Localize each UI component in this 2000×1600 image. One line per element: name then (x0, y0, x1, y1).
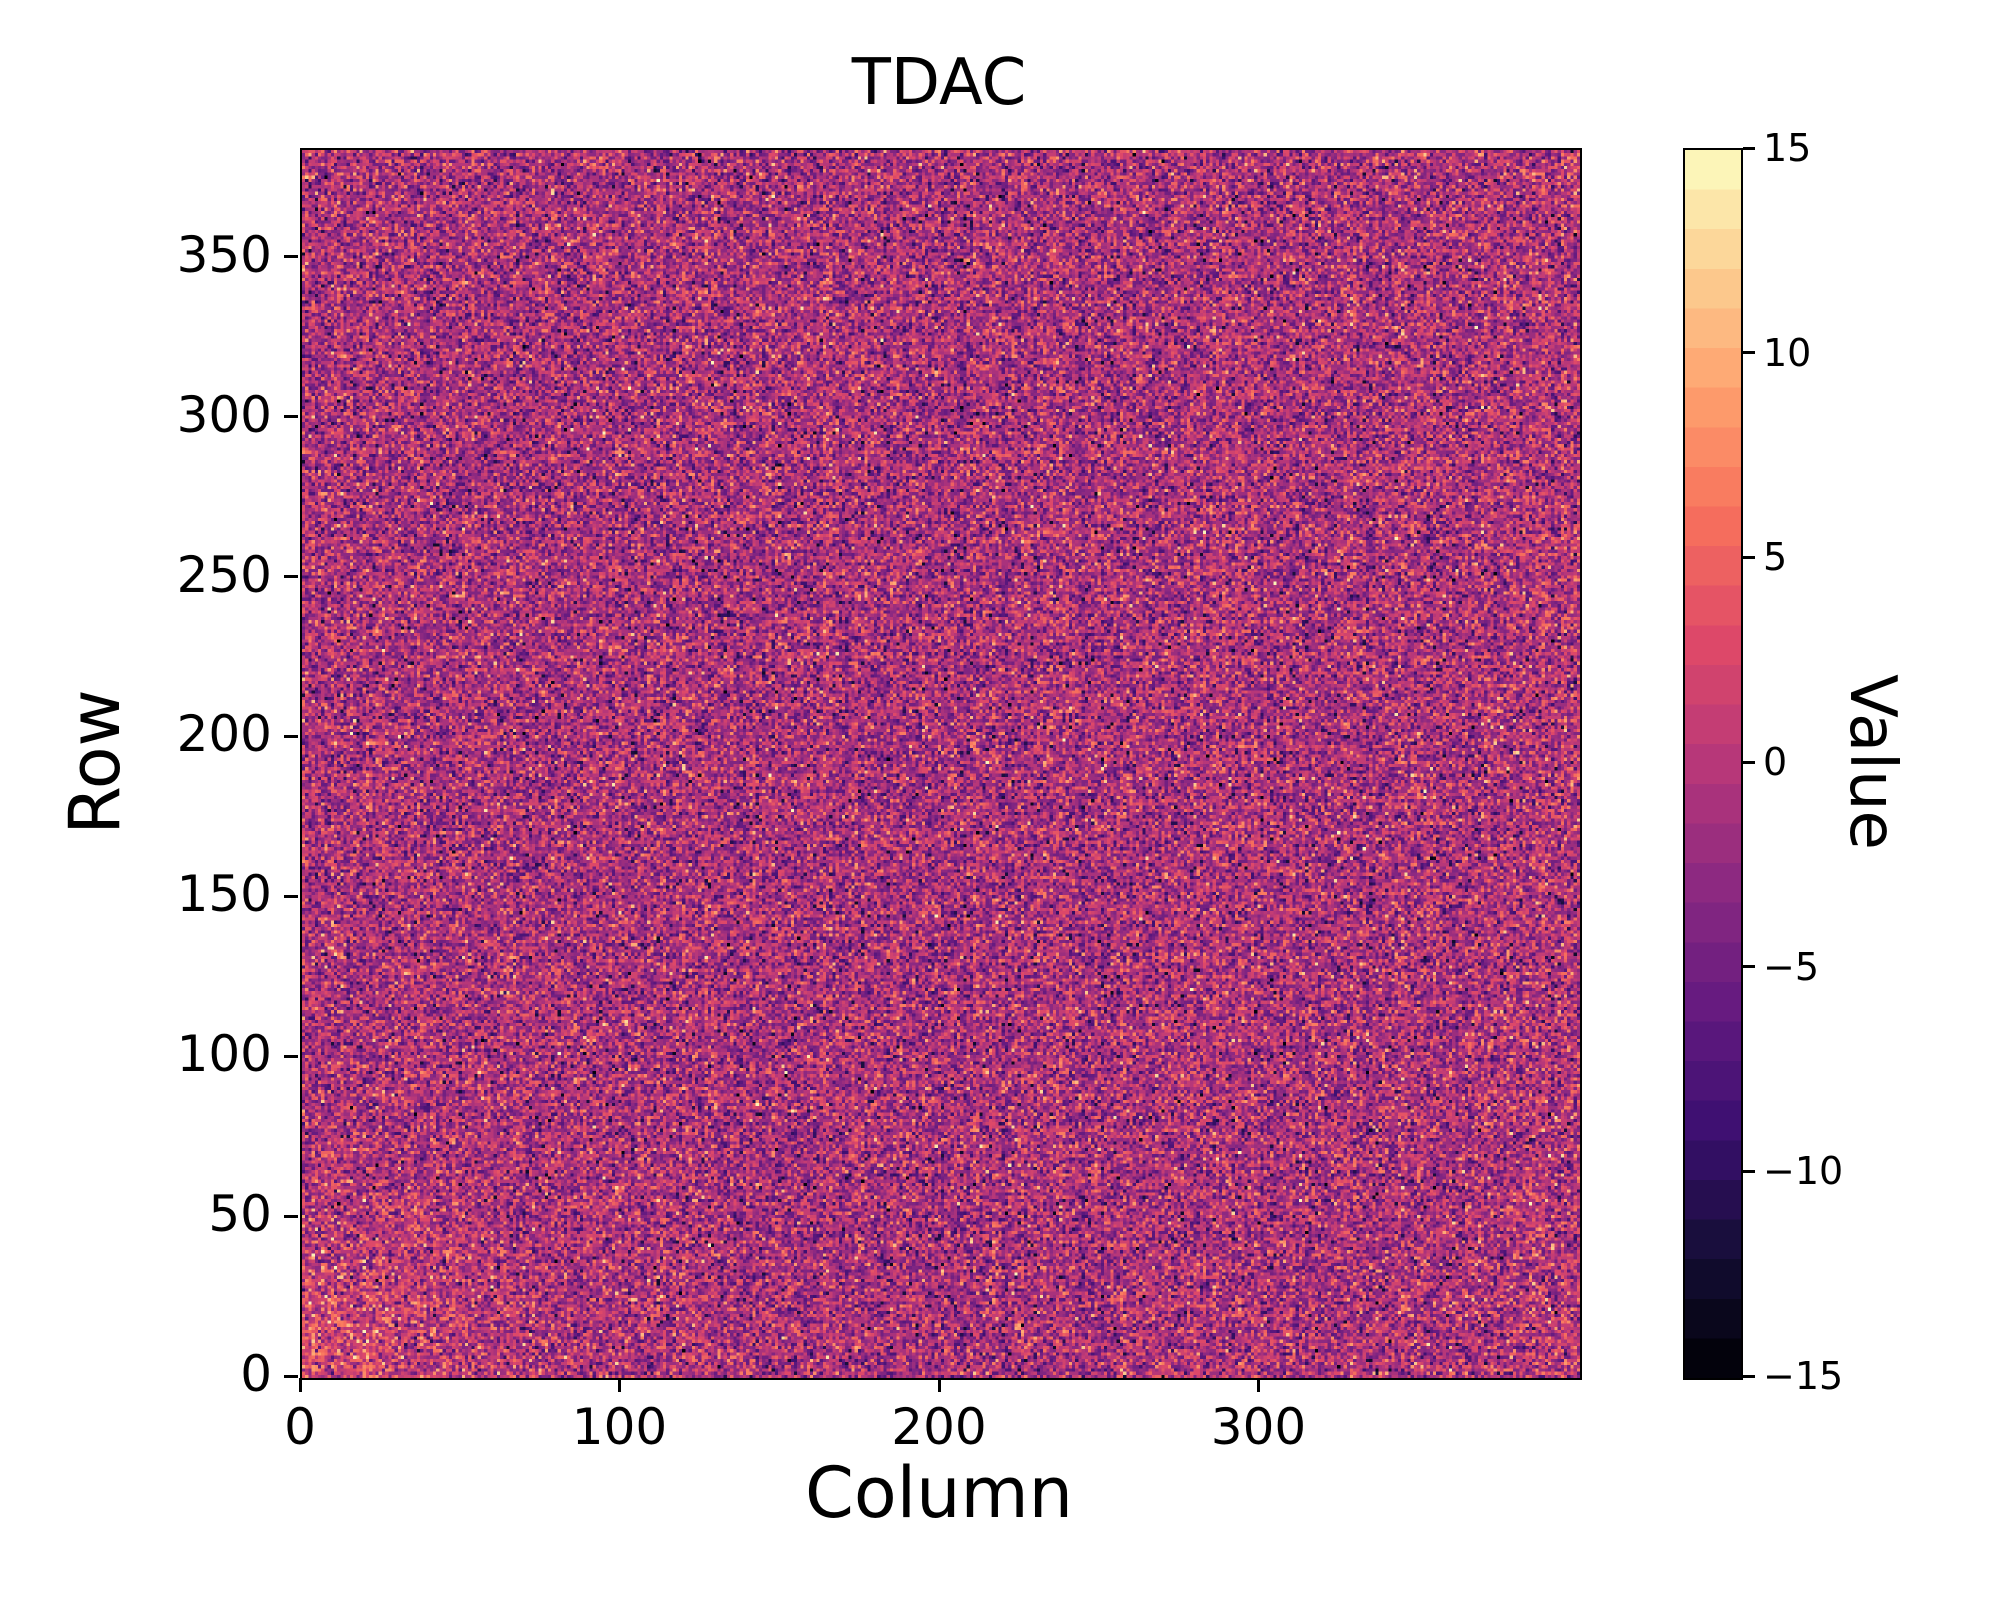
x-tick-mark (298, 1378, 302, 1392)
chart-title: TDAC (851, 46, 1027, 120)
colorbar-tick-label: 15 (1763, 126, 1812, 170)
colorbar-tick-label: 10 (1763, 330, 1812, 375)
colorbar-tick-label: 5 (1763, 535, 1788, 580)
colorbar-tick-mark (1743, 760, 1755, 764)
y-tick-mark (284, 1214, 298, 1218)
colorbar (1683, 148, 1743, 1380)
x-axis-label: Column (804, 1452, 1074, 1534)
x-tick-mark (618, 1378, 621, 1392)
y-tick-label: 50 (208, 1185, 272, 1244)
colorbar-tick-mark (1743, 555, 1755, 559)
colorbar-tick-label: −15 (1763, 1354, 1844, 1398)
y-tick-label: 0 (240, 1345, 272, 1403)
colorbar-tick-mark (1743, 965, 1755, 969)
y-tick-mark (284, 415, 298, 419)
y-tick-label: 350 (176, 225, 272, 284)
heatmap-plot-area (300, 148, 1582, 1380)
y-tick-mark (284, 1054, 298, 1058)
x-tick-label: 100 (571, 1398, 668, 1456)
y-tick-mark (284, 575, 298, 579)
y-tick-mark (284, 1374, 298, 1378)
colorbar-tick-mark (1743, 1374, 1755, 1378)
y-tick-label: 300 (176, 385, 272, 444)
colorbar-label: Value (1835, 674, 1909, 850)
x-tick-label: 200 (891, 1398, 987, 1456)
x-tick-mark (1257, 1378, 1260, 1392)
x-tick-label: 300 (1210, 1398, 1307, 1456)
colorbar-tick-mark (1743, 1169, 1755, 1173)
colorbar-canvas (1685, 150, 1741, 1378)
x-tick-label: 0 (284, 1398, 316, 1456)
y-tick-label: 200 (176, 705, 272, 764)
colorbar-tick-label: −10 (1763, 1149, 1844, 1194)
y-tick-mark (284, 894, 298, 898)
colorbar-tick-label: 0 (1763, 740, 1788, 784)
x-tick-mark (937, 1378, 941, 1392)
y-tick-label: 250 (176, 545, 272, 604)
colorbar-tick-mark (1743, 351, 1755, 355)
heatmap-canvas (302, 150, 1580, 1378)
y-tick-label: 150 (176, 865, 272, 924)
y-tick-mark (284, 734, 298, 738)
colorbar-tick-label: −5 (1763, 944, 1820, 989)
y-tick-label: 100 (176, 1025, 272, 1084)
y-tick-mark (284, 255, 298, 259)
colorbar-tick-mark (1743, 146, 1755, 150)
